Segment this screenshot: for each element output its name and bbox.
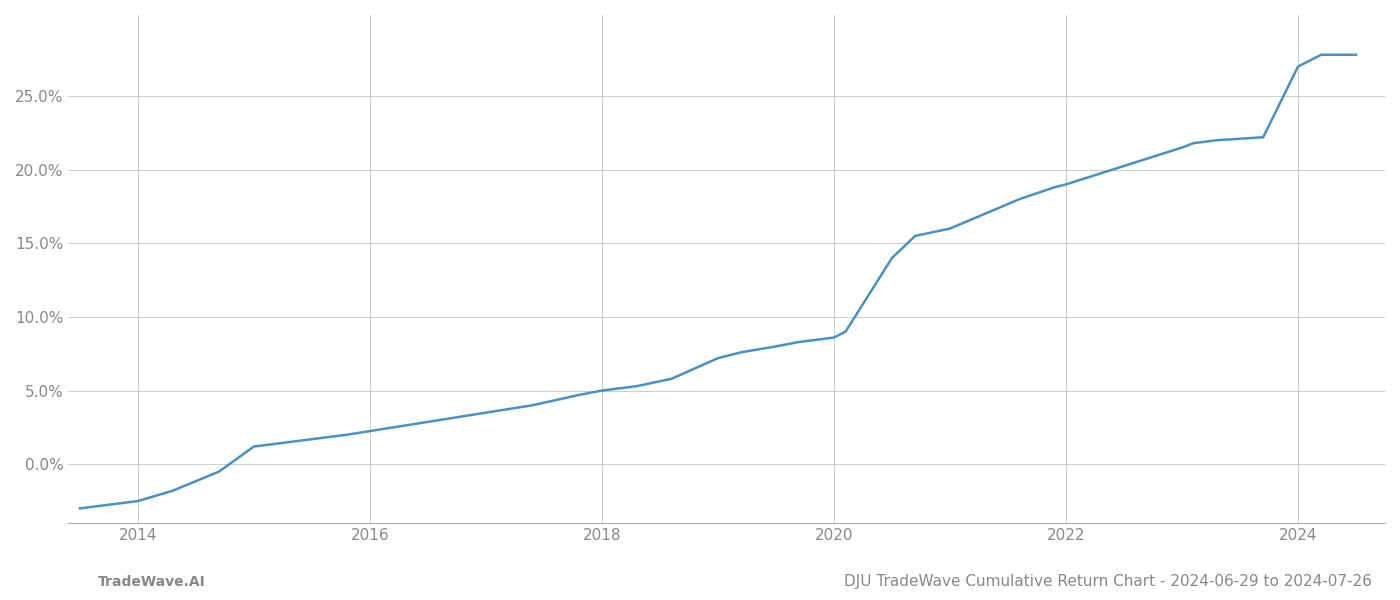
Text: TradeWave.AI: TradeWave.AI xyxy=(98,575,206,589)
Text: DJU TradeWave Cumulative Return Chart - 2024-06-29 to 2024-07-26: DJU TradeWave Cumulative Return Chart - … xyxy=(844,574,1372,589)
